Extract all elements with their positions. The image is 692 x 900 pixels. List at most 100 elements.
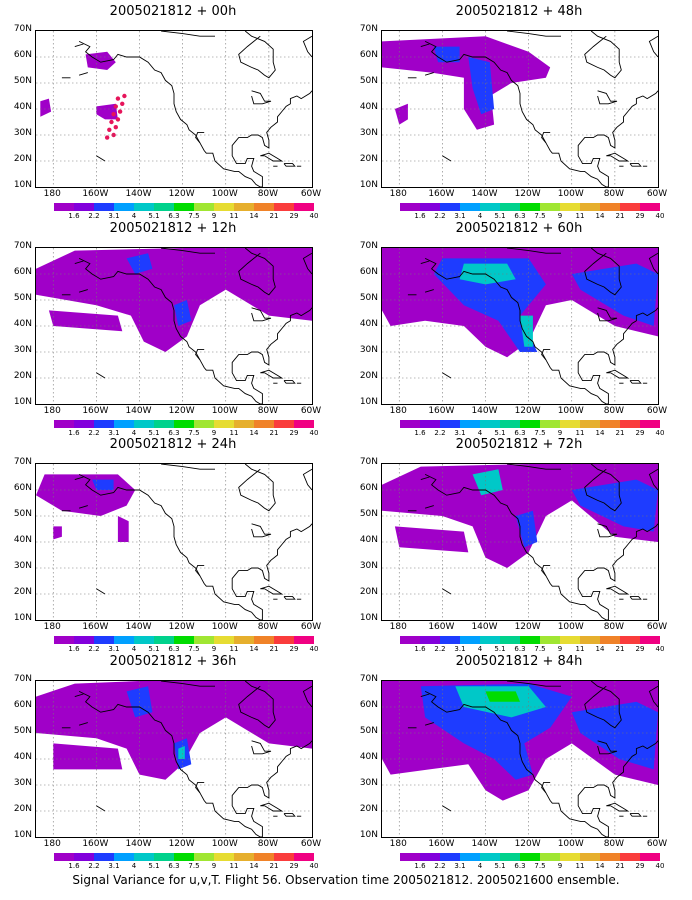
colorbar-label: 6.3 [514, 862, 526, 870]
lat-label: 40N [13, 535, 32, 545]
lat-label: 30N [13, 345, 32, 355]
lon-label: 80W [257, 406, 279, 416]
lat-label: 50N [359, 76, 378, 86]
coastline [195, 564, 205, 577]
variance-contour [53, 526, 62, 540]
variance-contour [394, 103, 408, 125]
colorbar-label: 2.2 [434, 212, 446, 220]
colorbar-swatch [214, 853, 234, 861]
lat-label: 60N [359, 50, 378, 60]
colorbar-swatch [520, 636, 540, 644]
map-panel: 2005021812 + 36h 70N 60N 50N 40N 30N 20N 10N 180… [0, 650, 346, 870]
colorbar-label: 21 [615, 429, 625, 437]
lat-label: 10N [359, 180, 378, 190]
coastline [629, 380, 642, 384]
colorbar-label: 11 [575, 429, 585, 437]
colorbar-label: 40 [655, 862, 665, 870]
lon-label: 180 [389, 189, 407, 199]
lon-label: 100W [557, 189, 584, 199]
panel-title: 2005021812 + 12h [109, 221, 237, 236]
map-panel: 2005021812 + 84h 70N 60N 50N 40N 30N 20N 10N 180… [346, 650, 692, 870]
colorbar-label: 21 [269, 862, 279, 870]
lat-label: 60N [13, 50, 32, 60]
lat-label: 50N [359, 293, 378, 303]
coastline [420, 476, 430, 481]
colorbar-label: 6.3 [168, 429, 180, 437]
coastline [442, 805, 452, 812]
colorbar-label: 4 [131, 862, 137, 870]
coastline [629, 813, 642, 817]
coastline [251, 307, 272, 322]
lat-label: 40N [13, 102, 32, 112]
colorbar-label: 9 [211, 645, 217, 653]
colorbar-swatch [640, 420, 660, 428]
colorbar-swatch [114, 636, 134, 644]
lat-label: 10N [359, 613, 378, 623]
colorbar-swatch [560, 420, 580, 428]
colorbar-label: 2.2 [88, 429, 100, 437]
colorbar-swatch [600, 636, 620, 644]
colorbar-swatch [274, 853, 294, 861]
variance-contour [48, 310, 123, 332]
coastline [584, 248, 622, 296]
colorbar-label: 2.2 [88, 645, 100, 653]
colorbar-swatch [620, 636, 640, 644]
lat-label: 60N [13, 483, 32, 493]
colorbar-label: 6.3 [514, 645, 526, 653]
coastline [260, 152, 284, 162]
coastline [78, 72, 88, 76]
colorbar [400, 853, 660, 861]
lon-label: 180 [389, 839, 407, 849]
colorbar-label: 40 [309, 862, 319, 870]
colorbar-swatch [400, 636, 420, 644]
colorbar [54, 853, 314, 861]
coastline [442, 155, 452, 162]
lat-label: 20N [359, 371, 378, 381]
lon-label: 80W [257, 622, 279, 632]
lat-label: 10N [359, 830, 378, 840]
lat-label: 20N [13, 804, 32, 814]
colorbar-label: 7.5 [534, 429, 546, 437]
coastline [577, 90, 658, 187]
colorbar-label: 6.3 [168, 212, 180, 220]
colorbar-swatch [74, 853, 94, 861]
coastline [606, 585, 630, 595]
colorbar-label: 7.5 [534, 212, 546, 220]
colorbar-label: 5.1 [148, 645, 160, 653]
variance-contour [433, 46, 460, 63]
colorbar-swatch [234, 420, 254, 428]
map-canvas [36, 248, 312, 404]
coastline [283, 813, 296, 817]
coastline [648, 252, 658, 275]
colorbar-label: 14 [249, 645, 259, 653]
lat-label: 30N [13, 561, 32, 571]
coastline [597, 90, 618, 105]
coastline [195, 348, 205, 361]
map-canvas [382, 248, 658, 404]
colorbar-label: 6.3 [514, 429, 526, 437]
panel-title: 2005021812 + 60h [455, 221, 583, 236]
colorbar-label: 5.1 [494, 212, 506, 220]
colorbar-label: 14 [595, 429, 605, 437]
lon-label: 120W [514, 189, 541, 199]
lat-label: 40N [359, 102, 378, 112]
colorbar-label: 6.3 [514, 212, 526, 220]
map-frame [35, 463, 313, 621]
panel-title: 2005021812 + 36h [109, 654, 237, 669]
colorbar-label: 4 [477, 429, 483, 437]
colorbar-label: 14 [595, 212, 605, 220]
coastline [260, 585, 284, 595]
colorbar [400, 636, 660, 644]
colorbar-label: 1.6 [414, 429, 426, 437]
coastline [424, 473, 609, 620]
lon-label: 120W [168, 839, 195, 849]
lat-label: 30N [359, 561, 378, 571]
colorbar-swatch [600, 203, 620, 211]
colorbar-swatch [580, 853, 600, 861]
lat-label: 70N [13, 674, 32, 684]
coastline [424, 257, 609, 404]
colorbar-label: 11 [229, 429, 239, 437]
map-panel: 2005021812 + 60h 70N 60N 50N 40N 30N 20N 10N 180… [346, 217, 692, 437]
coastline [251, 740, 272, 755]
lat-label: 50N [359, 726, 378, 736]
